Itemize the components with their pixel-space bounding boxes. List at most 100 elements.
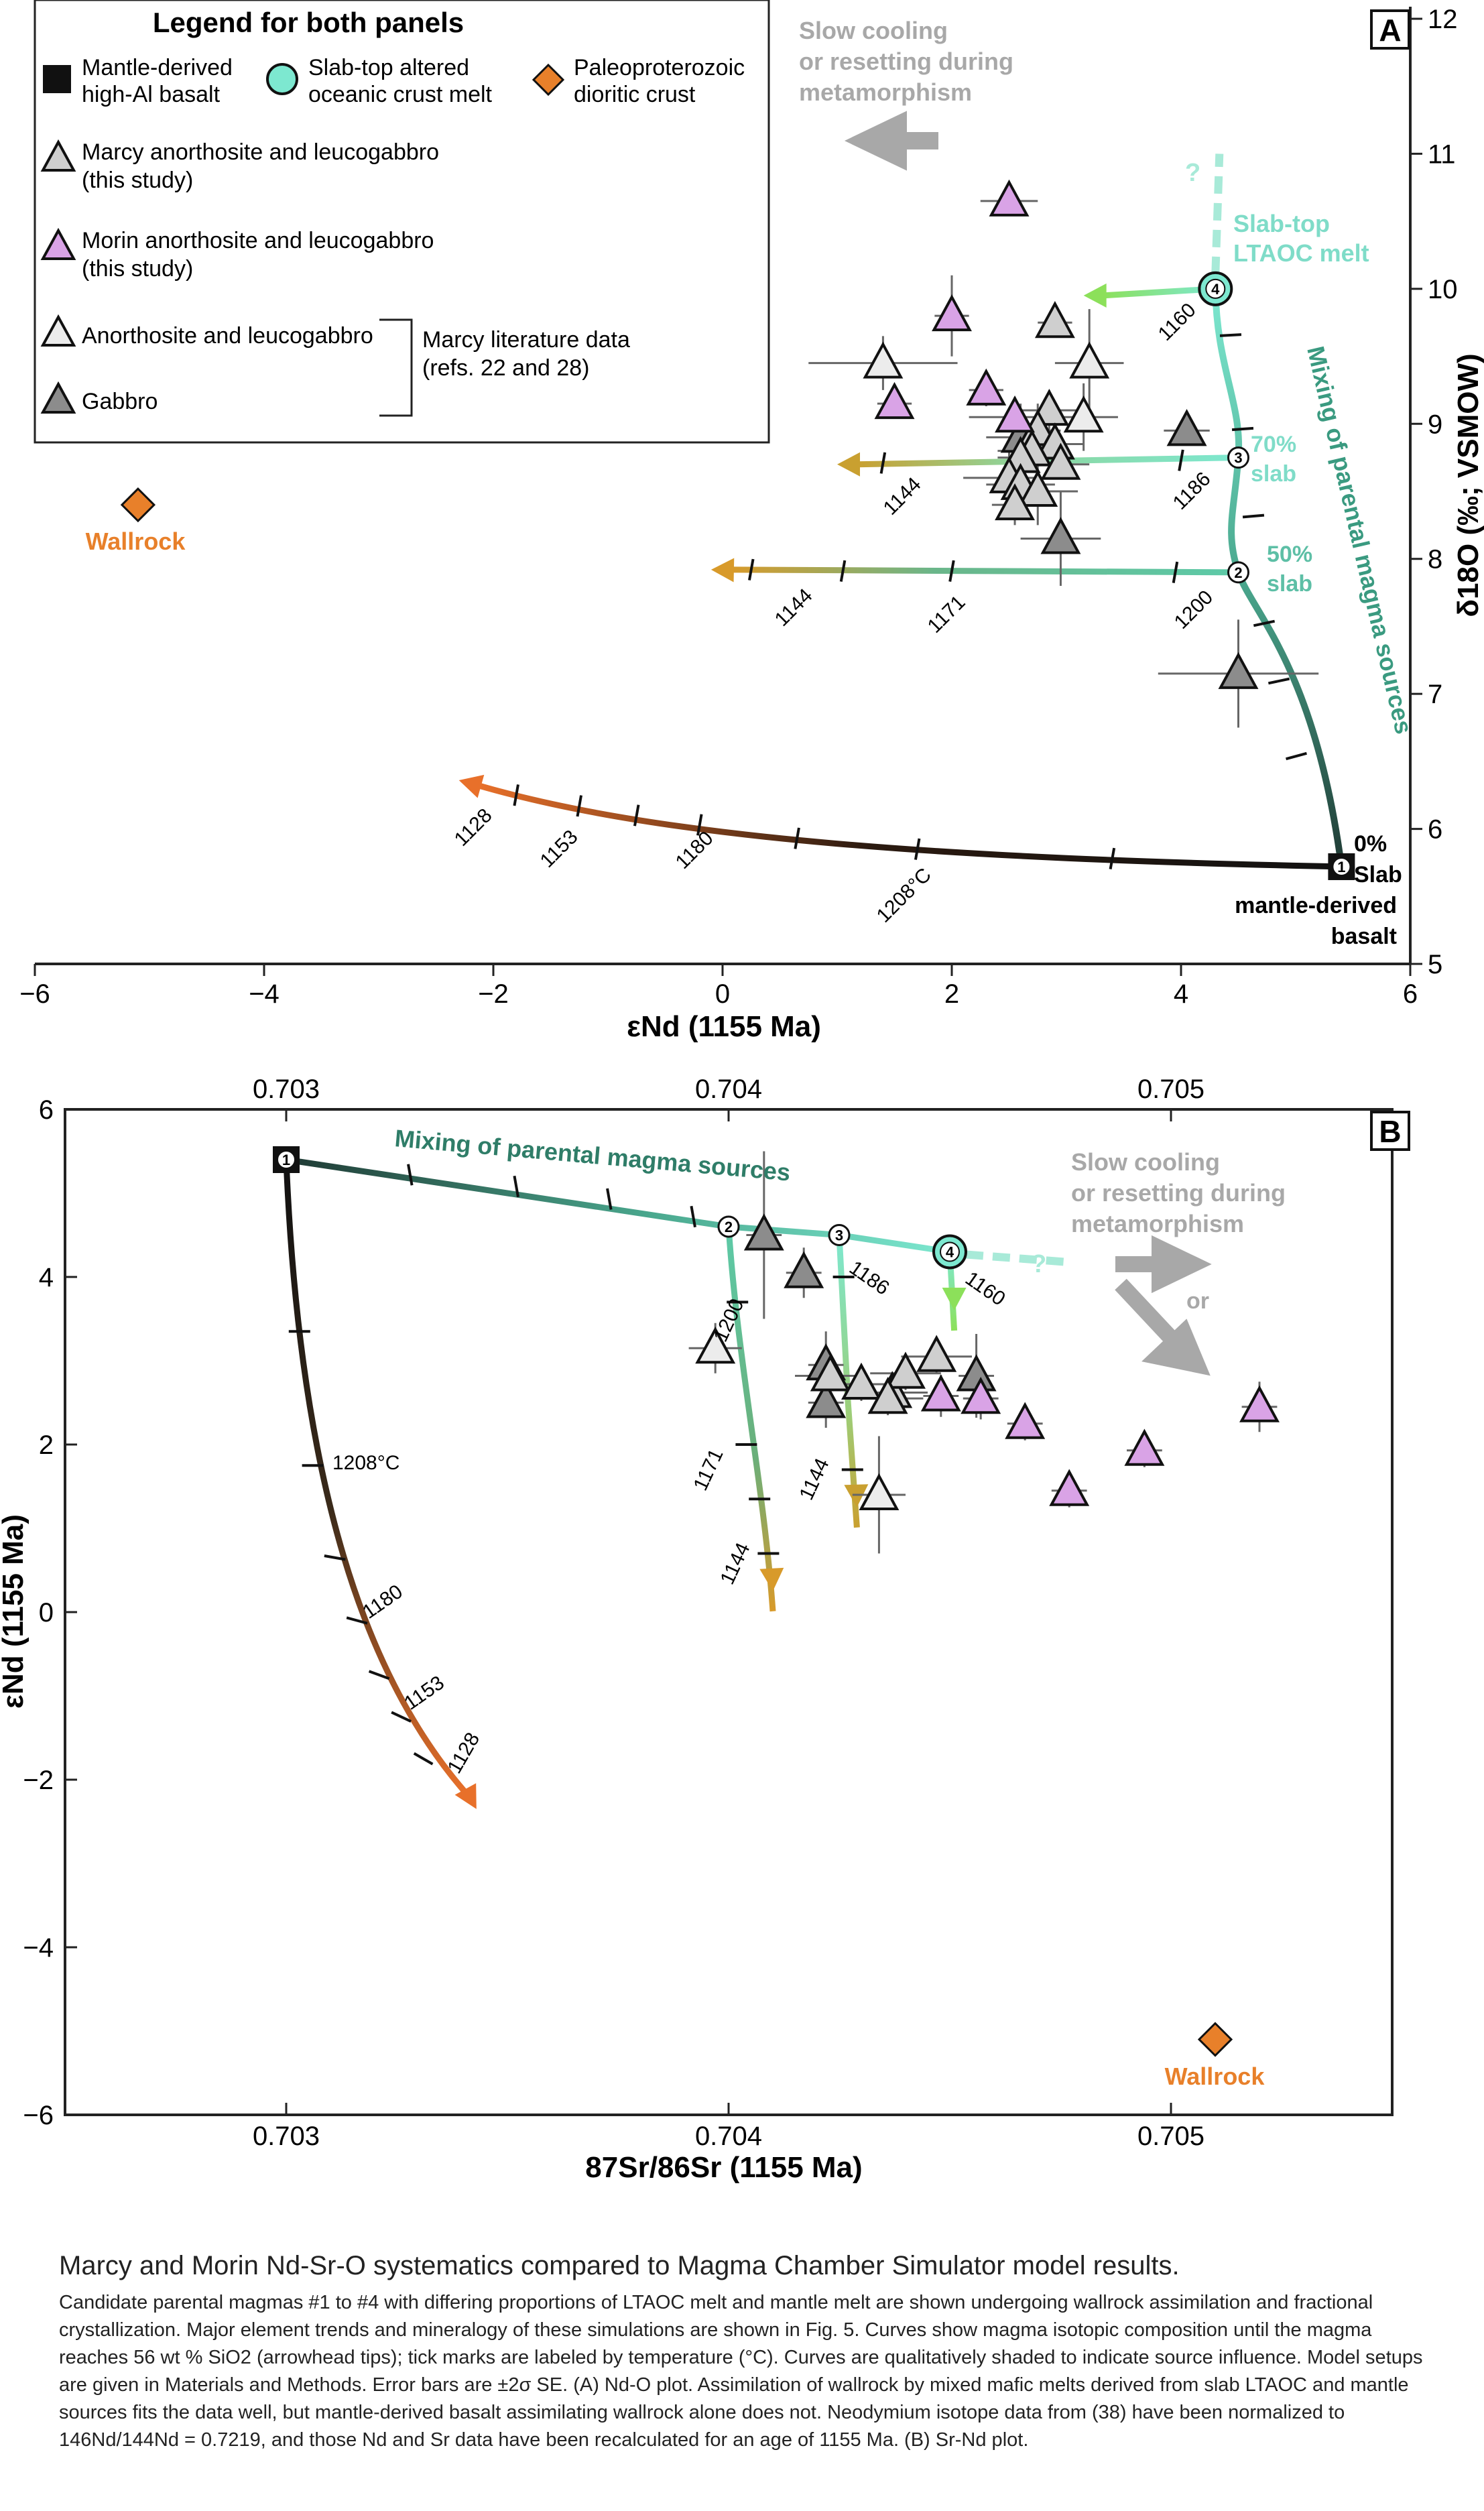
mixing-curve-tick — [1286, 751, 1307, 761]
panel-a-label: A — [1379, 13, 1401, 48]
data-point-triangle — [995, 483, 1036, 521]
panel-b-data-points — [688, 1151, 1280, 2057]
panel-a-y-axis-label: δ18O (‰; VSMOW) — [1452, 353, 1484, 617]
panel-a-mantle-basalt-line2: basalt — [1331, 924, 1397, 949]
panel-a-endmembers: 1 2 3 4 — [1198, 271, 1355, 880]
mantle-afc-tick — [324, 1554, 346, 1561]
panel-a-pct0-line2: Slab — [1354, 862, 1402, 887]
x-tick-label: −2 — [478, 979, 509, 1009]
y-tick-label: 10 — [1428, 275, 1458, 304]
panel-a-label-box — [1370, 9, 1410, 50]
data-point-triangle — [863, 341, 904, 379]
legend-mantle-line2: high-Al basalt — [82, 82, 221, 107]
y-tick-label: 4 — [39, 1263, 54, 1292]
mixing-curve-tick — [513, 1175, 519, 1198]
mixing-curve — [1212, 288, 1345, 867]
y-tick-label: 5 — [1428, 950, 1442, 979]
data-point-triangle — [867, 1377, 908, 1414]
data-point-triangle — [1040, 517, 1081, 554]
panel-a-temp-1153: 1153 — [536, 826, 582, 872]
data-point-triangle — [743, 1213, 784, 1251]
afc-curve-4-arrowhead — [942, 1288, 967, 1310]
mixing-curve-tick — [1267, 677, 1290, 685]
y-tick-label: 0 — [39, 1598, 54, 1628]
legend-paleo-line1: Paleoproterozoic — [574, 55, 745, 80]
wallrock-diamond — [1197, 2022, 1233, 2057]
y-tick-label: −2 — [23, 1766, 54, 1795]
x-tick-label: 0 — [715, 979, 730, 1009]
panel-a-mantle-basalt-line1: mantle-derived — [1235, 893, 1397, 918]
panel-a-temp-1200: 1200 — [1170, 586, 1218, 633]
mixing-curve-tick — [606, 1188, 613, 1210]
mantle-afc-curve — [478, 782, 1342, 870]
panel-b-model-curves — [283, 1156, 1066, 1809]
data-point-triangle — [1005, 1402, 1046, 1439]
afc-curve-2-tick — [1172, 561, 1179, 583]
panel-a-wallrock-label: Wallrock — [86, 528, 186, 555]
panel-a-temp-1208: 1208°C — [873, 864, 936, 927]
panel-a-slab-top-line1: Slab-top — [1233, 210, 1330, 237]
data-point-triangle — [961, 1377, 1001, 1414]
endmember-1-disc — [277, 1150, 296, 1169]
panel-a-temp-1144b: 1144 — [771, 585, 817, 631]
data-point-triangle — [695, 1327, 736, 1364]
panel-a-slow-cooling-line3: metamorphism — [799, 78, 972, 106]
legend-box — [34, 0, 770, 444]
afc-curve-2-tick — [839, 560, 847, 582]
endmember-2-disc — [717, 1215, 740, 1238]
data-point-triangle — [874, 381, 915, 420]
y-tick-label: 6 — [39, 1095, 54, 1125]
legend-morin-line2: (this study) — [82, 256, 193, 282]
afc-curve-3-arrowhead — [837, 452, 860, 477]
mantle-afc-arrowhead — [458, 774, 485, 798]
legend-paleo-line2: dioritic crust — [574, 82, 696, 107]
mantle-afc-tick — [1109, 847, 1116, 869]
endmember-3-number: 3 — [1234, 450, 1242, 467]
panel-b-mixing-label: Mixing of parental magma sources — [393, 1124, 791, 1186]
endmember-1-number: 1 — [1337, 859, 1345, 875]
data-point-triangle — [932, 294, 972, 332]
panel-b-temp-1171: 1171 — [689, 1446, 727, 1494]
legend-lit-line2: (refs. 22 and 28) — [422, 355, 589, 381]
panel-b-or-label: or — [1186, 1288, 1209, 1314]
mantle-afc-tick — [368, 1670, 390, 1680]
x-tick-label: 2 — [944, 979, 959, 1009]
y-tick-label: −4 — [23, 1933, 54, 1963]
panel-b-temp-1186: 1186 — [845, 1257, 893, 1300]
mixing-curve-tick — [407, 1164, 414, 1186]
data-point-triangle — [920, 1374, 961, 1412]
endmember-4-disc — [940, 1241, 960, 1262]
x-tick-label-top: 0.703 — [253, 1075, 320, 1104]
mantle-afc-tick — [914, 838, 921, 860]
mixing-curve-tick — [1231, 426, 1254, 432]
afc-curve-2-tick — [748, 558, 755, 580]
legend-gabbro-triangle — [40, 381, 76, 414]
panel-b-y-axis-label: εNd (1155 Ma) — [0, 1514, 29, 1709]
endmember-4-disc — [1205, 278, 1226, 299]
panel-a-x-ticks: −6 −4 −2 0 2 4 6 — [19, 964, 1418, 1009]
mantle-afc-tick — [633, 804, 640, 826]
data-point-triangle — [784, 1251, 824, 1288]
panel-a-x-axis-label: εNd (1155 Ma) — [627, 1010, 821, 1043]
data-point-triangle — [1218, 652, 1259, 689]
panel-b-temp-1128: 1128 — [443, 1729, 484, 1777]
panel-a-slow-cooling-arrow — [844, 111, 938, 171]
panel-a-pct70-line1: 70% — [1251, 432, 1296, 457]
x-tick-label: −4 — [249, 979, 280, 1009]
panel-a-pct50-line1: 50% — [1267, 542, 1312, 567]
panel-a-slab-top-line2: LTAOC melt — [1233, 239, 1369, 267]
panel-a-pct70-line2: slab — [1251, 461, 1296, 487]
panel-a-temp-1171: 1171 — [924, 591, 970, 637]
mixing-curve-tick — [1253, 619, 1276, 627]
x-tick-label-top: 0.704 — [695, 1075, 762, 1104]
endmember-4-number: 4 — [1211, 281, 1220, 298]
panel-b-temp-1208: 1208°C — [332, 1452, 399, 1474]
afc-curve-4-arrowhead — [1083, 283, 1107, 308]
afc-curve-2-tick — [948, 560, 955, 582]
data-point-triangle — [1017, 469, 1058, 507]
legend: Legend for both panels Mantle-derived hi… — [34, 0, 770, 444]
data-point-triangle — [995, 395, 1036, 433]
legend-marcy-line1: Marcy anorthosite and leucogabbro — [82, 139, 439, 165]
data-point-triangle — [1049, 1469, 1090, 1506]
